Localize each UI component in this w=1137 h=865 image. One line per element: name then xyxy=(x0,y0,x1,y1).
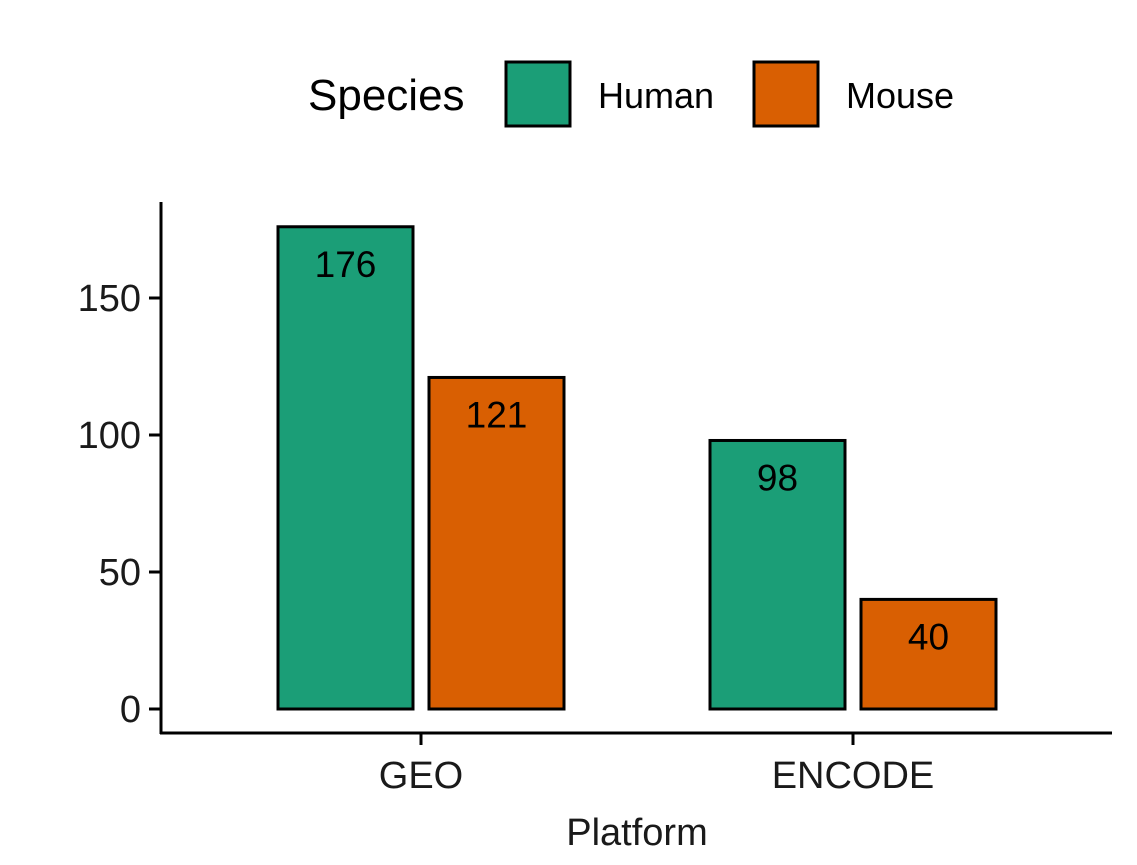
x-axis-title: Platform xyxy=(566,812,707,854)
y-tick-label: 150 xyxy=(78,278,141,320)
bar-value-label: 40 xyxy=(908,616,949,657)
bar-human-geo xyxy=(276,225,415,711)
x-axis-ticks: GEO ENCODE xyxy=(379,733,935,797)
legend-label-mouse: Mouse xyxy=(846,75,954,116)
bar-value-label: 98 xyxy=(757,457,798,498)
bar-mouse-encode xyxy=(859,597,998,711)
y-tick-label: 50 xyxy=(99,552,141,594)
bar-human-encode xyxy=(708,438,847,711)
bar-labels: 176 121 98 40 xyxy=(315,244,949,658)
x-tick-label-geo: GEO xyxy=(379,755,463,797)
y-tick-label: 100 xyxy=(78,415,141,457)
x-tick-label-encode: ENCODE xyxy=(772,755,935,797)
bar-value-label: 121 xyxy=(466,394,528,435)
legend-label-human: Human xyxy=(598,75,714,116)
bar-value-label: 176 xyxy=(315,244,377,285)
y-tick-label: 0 xyxy=(120,689,141,731)
legend: Species Human Mouse xyxy=(308,60,954,128)
y-axis-ticks: 0 50 100 150 xyxy=(78,278,161,731)
legend-key-mouse xyxy=(752,60,820,128)
bar-mouse-geo xyxy=(427,375,566,711)
legend-key-human xyxy=(504,60,572,128)
bars xyxy=(276,225,998,711)
legend-title: Species xyxy=(308,71,465,120)
